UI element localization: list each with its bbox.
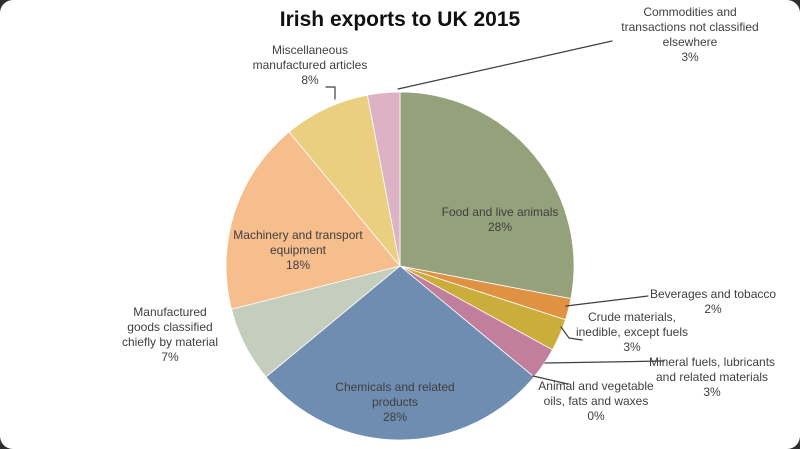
pie-slice-7	[225, 131, 401, 310]
slice-label-crude-materials: Crude materials, inedible, except fuels …	[562, 310, 702, 355]
slice-label-text: Machinery and transport	[233, 228, 363, 242]
slice-pct: 28%	[382, 410, 408, 424]
slice-pct: 3%	[703, 385, 721, 399]
slice-label-text: Food and live animals	[441, 205, 559, 219]
slice-label-text: oils, fats and waxes	[543, 394, 649, 408]
pie-slices	[225, 91, 575, 441]
pie-slice-5	[265, 265, 535, 441]
slice-label-manufactured-goods: Manufactured goods classified chiefly by…	[100, 305, 240, 365]
slice-label-text: inedible, except fuels	[575, 325, 689, 339]
slice-label-machinery: Machinery and transport equipment 18%	[218, 228, 378, 273]
slice-label-text: Animal and vegetable	[538, 379, 654, 393]
slice-pct: 3%	[623, 340, 641, 354]
slice-label-text: Beverages and tobacco	[649, 287, 777, 301]
slice-label-text: Commodities and	[643, 5, 737, 19]
leader-line-crude-materials	[560, 326, 583, 341]
slice-label-text: and related materials	[655, 370, 769, 384]
slice-label-misc-articles: Miscellaneous manufactured articles 8%	[235, 43, 385, 88]
slice-label-text: Manufactured	[133, 305, 207, 319]
slice-label-text: Miscellaneous	[271, 43, 349, 57]
slice-label-beverages: Beverages and tobacco 2%	[633, 287, 793, 317]
leader-line-mineral-fuels	[544, 360, 665, 364]
slice-label-commodities: Commodities and transactions not classif…	[610, 5, 770, 65]
slice-pct: 28%	[487, 220, 513, 234]
slice-label-text: goods classified	[127, 320, 213, 334]
slice-label-text: Chemicals and related	[335, 380, 455, 394]
slice-pct: 3%	[681, 50, 699, 64]
slice-pct: 8%	[301, 73, 319, 87]
slice-label-food: Food and live animals 28%	[420, 205, 580, 235]
slice-label-text: equipment	[269, 243, 327, 257]
leader-line-commodities	[397, 40, 613, 90]
pie-slice-9	[366, 91, 401, 267]
pie-slice-0	[399, 91, 575, 300]
slice-pct: 0%	[587, 409, 605, 423]
slice-pct: 2%	[704, 302, 722, 316]
slice-label-text: Mineral fuels, lubricants	[648, 355, 776, 369]
slice-label-text: elsewhere	[662, 35, 718, 49]
slice-pct: 18%	[285, 258, 311, 272]
slice-label-text: transactions not classified	[621, 20, 759, 34]
leader-line-misc-articles	[325, 86, 336, 100]
leader-line-beverages	[565, 295, 649, 307]
chart-title: Irish exports to UK 2015	[279, 8, 521, 31]
slice-label-mineral-fuels: Mineral fuels, lubricants and related ma…	[637, 355, 787, 400]
slice-label-chemicals: Chemicals and related products 28%	[320, 380, 470, 425]
slice-label-animal-oils: Animal and vegetable oils, fats and waxe…	[530, 379, 662, 424]
slice-label-text: Crude materials,	[587, 310, 677, 324]
slice-label-text: manufactured articles	[252, 58, 368, 72]
slice-label-text: chiefly by material	[121, 335, 219, 349]
slice-pct: 7%	[161, 350, 179, 364]
slice-label-text: products	[371, 395, 419, 409]
leader-line-animal-oils	[532, 375, 569, 385]
